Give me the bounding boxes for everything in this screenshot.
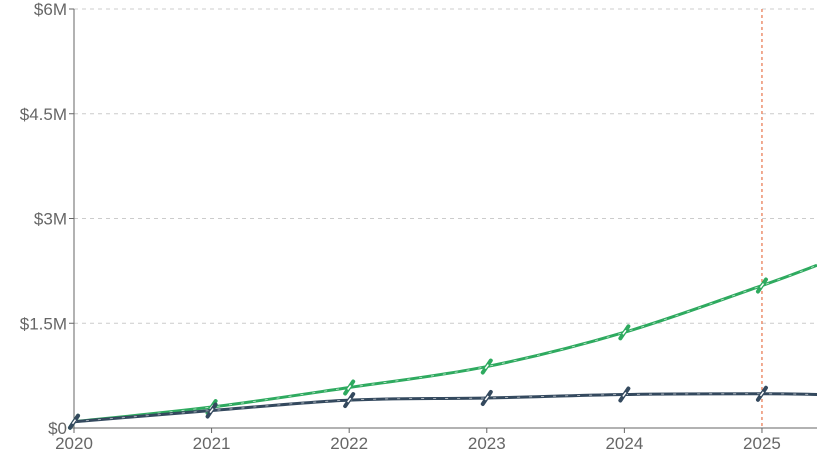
series-1-line: [73, 392, 817, 424]
series-1-point-3-notch: [484, 395, 489, 401]
y-tick-label-3: $4.5M: [20, 105, 67, 124]
y-tick-label-0: $0: [48, 419, 67, 438]
x-tick-label-3: 2023: [468, 434, 506, 453]
tick-labels: $0 $1.5M $3M $4.5M $6M 2020 2021 2022 2023 2024 20…: [20, 0, 781, 453]
y-tick-label-1: $1.5M: [20, 314, 67, 333]
series-1-point-5-notch: [759, 391, 765, 397]
series-1-point-4-notch: [622, 392, 627, 397]
x-tick-label-0: 2020: [55, 434, 93, 453]
series-1-point-0-notch: [71, 419, 77, 425]
x-tick-label-4: 2024: [605, 434, 643, 453]
series-0-point-2-notch: [347, 385, 352, 390]
series-group: [68, 263, 817, 430]
axes: [69, 8, 817, 433]
series-0: [68, 263, 817, 430]
grid-lines: [74, 8, 817, 324]
series-0-line-highlight: [73, 264, 817, 423]
y-tick-label-2: $3M: [34, 210, 67, 229]
series-1: [68, 385, 817, 430]
y-tick-label-4: $6M: [34, 0, 67, 19]
series-1-point-1-notch: [209, 408, 214, 413]
series-1-point-2-notch: [347, 397, 352, 403]
x-tick-label-1: 2021: [193, 434, 231, 453]
series-0-point-5-notch: [759, 283, 765, 288]
series-0-point-3-notch: [484, 364, 489, 369]
series-0-point-4-notch: [622, 329, 627, 335]
x-tick-label-2: 2022: [330, 434, 368, 453]
x-tick-label-5: 2025: [743, 434, 781, 453]
